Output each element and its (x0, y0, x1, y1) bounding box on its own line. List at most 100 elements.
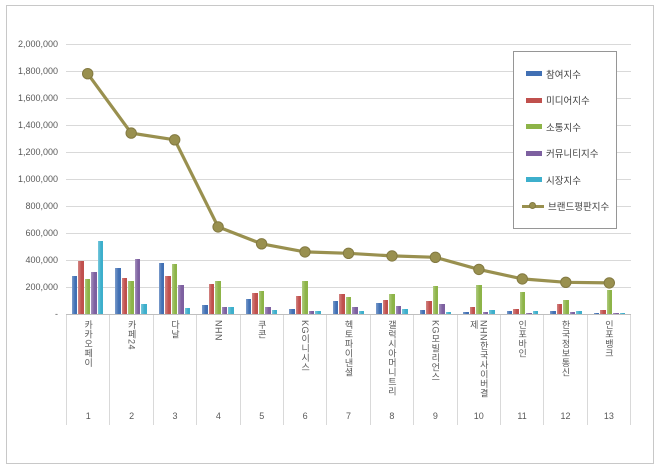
gridline (66, 125, 631, 126)
legend-item: 소통지수 (514, 120, 616, 134)
bar-group (457, 44, 500, 314)
bar-group (153, 44, 196, 314)
y-axis-label: 1,000,000 (17, 174, 58, 184)
bar (245, 299, 252, 314)
line-marker (169, 134, 181, 146)
bar (252, 293, 258, 314)
bar (128, 280, 134, 314)
bar (439, 303, 445, 314)
bar (576, 310, 582, 314)
category-label: 갤럭시아머니트리 (386, 320, 397, 396)
bar (482, 312, 489, 314)
legend-bar-swatch-icon (526, 177, 542, 183)
rank-label: 5 (259, 411, 265, 421)
bar (258, 291, 265, 314)
bar (289, 309, 295, 314)
category-cell: 카카오페이 1 (66, 315, 111, 425)
legend: 참여지수 미디어지수 소통지수 커뮤니티지수 시장지수 브랜드평판지수 (513, 51, 617, 229)
chart-frame: 카카오페이 1 카페24 2 다날 3 NHN 4 쿠콘 5 KG이니시스 6 헥토파이낸셜 7 갤럭시아머… (6, 5, 654, 464)
bar (463, 312, 469, 314)
gridline (66, 206, 631, 207)
bar (569, 312, 576, 314)
y-axis-label: 2,000,000 (17, 39, 58, 49)
bar (202, 305, 208, 314)
rank-label: 13 (603, 411, 614, 421)
bar (513, 308, 519, 314)
bar (184, 307, 191, 314)
bar-group (283, 44, 326, 314)
bar (345, 297, 352, 314)
category-label: 한국정보통신 (560, 320, 571, 377)
legend-bar-swatch-icon (526, 124, 542, 130)
rank-label: 6 (302, 411, 308, 421)
bar (171, 264, 178, 314)
gridline (66, 287, 631, 288)
bar-group (370, 44, 413, 314)
bar (221, 306, 228, 314)
gridline (66, 98, 631, 99)
legend-bar-swatch-icon (526, 71, 542, 77)
bar (550, 311, 556, 314)
category-cell: 인포바인 11 (501, 315, 545, 425)
bar (178, 285, 184, 314)
bar-group (196, 44, 239, 314)
y-axis-label: 800,000 (25, 201, 58, 211)
line-marker (299, 246, 311, 258)
bar (352, 306, 358, 314)
bar (532, 310, 539, 314)
legend-marker-icon (529, 202, 536, 210)
bar (315, 311, 321, 314)
y-axis-label: 200,000 (25, 282, 58, 292)
rank-label: 8 (389, 411, 395, 421)
bar (402, 309, 408, 314)
category-cell: KG이니시스 6 (284, 315, 328, 425)
bar (228, 306, 234, 314)
bar (97, 241, 104, 314)
rank-label: 11 (517, 411, 527, 421)
rank-label: 7 (346, 411, 352, 421)
bar (115, 268, 121, 314)
bar (563, 299, 569, 314)
category-cell: 갤럭시아머니트리 8 (371, 315, 415, 425)
category-label: 헥토파이낸셜 (343, 320, 354, 377)
plot-area (66, 44, 631, 315)
rank-label: 4 (215, 411, 221, 421)
category-cell: KG모빌리언스 9 (414, 315, 458, 425)
rank-label: 10 (473, 411, 484, 421)
bar (445, 312, 452, 314)
line-marker (212, 221, 224, 233)
bar-group (109, 44, 152, 314)
bar (469, 306, 476, 314)
bar (600, 310, 606, 314)
line-marker (473, 263, 485, 276)
legend-item-label: 브랜드평판지수 (548, 202, 610, 214)
bar (265, 306, 271, 314)
rank-label: 12 (560, 411, 571, 421)
line-marker (82, 68, 94, 80)
rank-label: 1 (85, 411, 91, 421)
category-cell: NHN 4 (197, 315, 241, 425)
gridline (66, 44, 631, 45)
line-marker (429, 251, 442, 264)
bar (606, 290, 612, 314)
category-axis: 카카오페이 1 카페24 2 다날 3 NHN 4 쿠콘 5 KG이니시스 6 헥토파이낸셜 7 갤럭시아머… (66, 315, 632, 425)
legend-item-label: 소통지수 (546, 122, 581, 134)
rank-label: 9 (432, 411, 438, 421)
y-axis-label: 1,400,000 (17, 120, 58, 130)
legend-bar-swatch-icon (526, 97, 542, 103)
bar (332, 300, 339, 314)
bar (476, 285, 482, 314)
rank-label: 2 (129, 411, 135, 421)
y-axis-label: 1,200,000 (17, 147, 58, 157)
legend-bar-swatch-icon (526, 150, 542, 156)
brand-index-line-layer (82, 68, 615, 289)
bar (506, 311, 513, 314)
gridline (66, 71, 631, 72)
bar (419, 310, 426, 314)
bar (308, 310, 315, 314)
category-label: 인포바인 (517, 320, 528, 358)
gridline (66, 260, 631, 261)
y-axis-label: 400,000 (25, 255, 58, 265)
y-axis-label: 1,800,000 (17, 66, 58, 76)
gridline (66, 152, 631, 153)
